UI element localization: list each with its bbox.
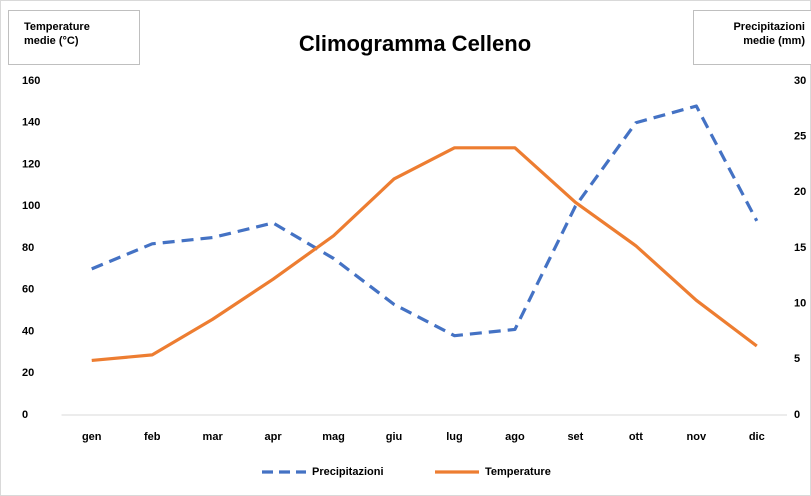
x-tick-label: feb: [144, 431, 161, 443]
line-series: [91, 104, 759, 338]
y-axis-title-box: [8, 10, 140, 65]
y2-tick-label: 30: [794, 75, 806, 87]
x-tick-label: set: [567, 431, 583, 443]
y2-tick-label: 5: [794, 353, 800, 365]
y2-axis-title: Precipitazioni medie (mm): [733, 21, 805, 47]
y-tick-label: 100: [22, 200, 40, 212]
y-tick-label: 120: [22, 158, 40, 170]
x-tick-label: ott: [629, 431, 643, 443]
y2-axis-title-wrap: Precipitazioni medie (mm): [733, 21, 805, 47]
y-axis-title-wrap: Temperature medie (°C): [24, 21, 90, 47]
y2-axis-title-box: [693, 10, 811, 65]
x-tick-label: apr: [265, 431, 283, 443]
x-tick-label: nov: [687, 431, 707, 443]
y-tick-label: 20: [22, 367, 34, 379]
line-series: [91, 146, 758, 363]
x-tick-label: lug: [446, 431, 463, 443]
y-axis-title: Temperature medie (°C): [24, 21, 90, 47]
y-tick-label: 0: [22, 409, 28, 421]
y2-tick-label: 15: [794, 242, 806, 254]
y2-tick-label: 0: [794, 409, 800, 421]
legend-label: Temperature: [485, 466, 551, 478]
x-tick-label: mar: [203, 431, 224, 443]
x-tick-label: gen: [82, 431, 102, 443]
y-tick-label: 60: [22, 284, 34, 296]
y-tick-label: 160: [22, 75, 40, 87]
x-tick-label: giu: [386, 431, 403, 443]
y2-tick-label: 25: [794, 131, 806, 143]
chart-title: Climogramma Celleno: [299, 31, 531, 56]
x-tick-label: dic: [749, 431, 765, 443]
y-tick-label: 140: [22, 117, 40, 129]
x-tick-label: ago: [505, 431, 525, 443]
legend-label: Precipitazioni: [312, 466, 384, 478]
x-tick-label: mag: [322, 431, 345, 443]
y-tick-label: 80: [22, 242, 34, 254]
y2-tick-label: 10: [794, 298, 806, 310]
y2-tick-label: 20: [794, 186, 806, 198]
y-tick-label: 40: [22, 325, 34, 337]
